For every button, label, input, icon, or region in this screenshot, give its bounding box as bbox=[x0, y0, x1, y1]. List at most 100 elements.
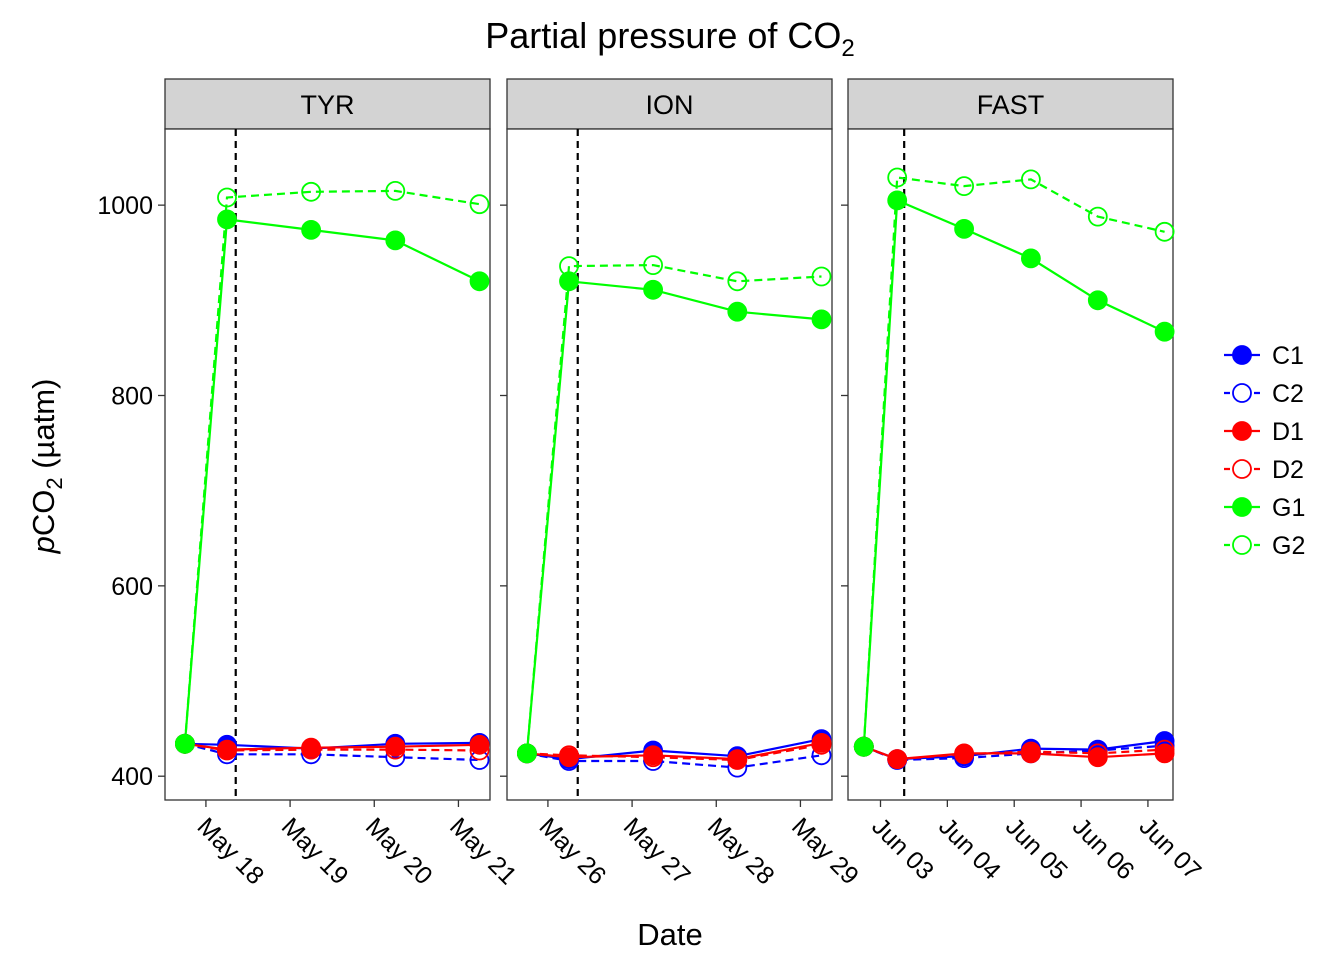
x-tick-label: May 21 bbox=[444, 812, 522, 890]
series-line-c2 bbox=[184, 742, 480, 762]
data-point-g1 bbox=[469, 271, 490, 292]
series-line-g2 bbox=[525, 263, 822, 754]
data-point-g2 bbox=[559, 256, 579, 277]
data-point-g1 bbox=[1087, 290, 1108, 311]
series-line-d2 bbox=[184, 742, 480, 752]
legend-key-marker bbox=[1232, 421, 1252, 441]
data-point-g1 bbox=[301, 219, 322, 240]
legend-item-g1: G1 bbox=[1224, 494, 1305, 522]
y-tick-label: 600 bbox=[111, 573, 153, 601]
data-point-g2 bbox=[517, 743, 537, 764]
series-line-g2 bbox=[862, 176, 1165, 747]
legend-item-c2: C2 bbox=[1224, 380, 1304, 408]
x-tick-label: Jun 05 bbox=[1000, 812, 1073, 885]
data-point-g2 bbox=[853, 736, 874, 757]
panel-border bbox=[847, 128, 1174, 801]
legend-item-c1: C1 bbox=[1224, 342, 1304, 370]
legend-item-g2: G2 bbox=[1224, 532, 1305, 560]
facet-strip-label: FAST bbox=[977, 90, 1045, 120]
x-tick-label: May 28 bbox=[702, 812, 780, 890]
data-point-d2 bbox=[811, 734, 832, 755]
x-tick-label: May 27 bbox=[618, 812, 696, 890]
data-point-g1 bbox=[1021, 248, 1041, 269]
chart-title: Partial pressure of CO2 bbox=[485, 15, 855, 62]
legend-label: G2 bbox=[1272, 532, 1305, 560]
x-tick-label: May 29 bbox=[786, 812, 864, 890]
data-point-g1 bbox=[811, 309, 832, 330]
data-point-g2 bbox=[811, 266, 832, 287]
legend-key-marker bbox=[1232, 535, 1252, 555]
facet-strip bbox=[506, 78, 833, 130]
data-point-d2 bbox=[559, 745, 579, 766]
facet-strip-label: TYR bbox=[301, 90, 355, 120]
x-tick-label: Jun 07 bbox=[1134, 812, 1207, 885]
x-tick-label: Jun 06 bbox=[1067, 812, 1140, 885]
data-point-d2 bbox=[643, 747, 663, 768]
data-point-d2 bbox=[385, 739, 406, 760]
series-line-g1 bbox=[862, 198, 1166, 747]
data-point-d2 bbox=[727, 750, 748, 770]
legend-key-marker bbox=[1232, 497, 1252, 517]
data-point-g2 bbox=[174, 733, 195, 754]
legend-label: D2 bbox=[1272, 456, 1304, 484]
data-point-d2 bbox=[469, 740, 490, 761]
series-line-c2 bbox=[526, 752, 822, 769]
data-point-g1 bbox=[954, 218, 974, 239]
data-point-g1 bbox=[727, 301, 748, 322]
legend-label: C2 bbox=[1272, 380, 1304, 408]
data-point-d2 bbox=[887, 749, 908, 769]
data-point-g2 bbox=[301, 181, 322, 202]
legend-item-d2: D2 bbox=[1224, 456, 1304, 484]
data-point-g2 bbox=[217, 187, 237, 208]
legend-key-marker bbox=[1232, 383, 1252, 403]
legend-label: G1 bbox=[1272, 494, 1305, 522]
data-point-g1 bbox=[1154, 321, 1175, 342]
data-point-d2 bbox=[1154, 739, 1175, 760]
legend-label: C1 bbox=[1272, 342, 1304, 370]
data-point-g1 bbox=[887, 190, 908, 211]
panel-border bbox=[164, 128, 491, 801]
data-point-g1 bbox=[559, 271, 579, 292]
y-axis-title: pCO2 (µatm) bbox=[26, 379, 67, 555]
data-point-g1 bbox=[643, 279, 663, 300]
data-point-d2 bbox=[1087, 743, 1108, 764]
legend-key-marker bbox=[1232, 459, 1252, 479]
data-point-g2 bbox=[727, 271, 748, 292]
x-tick-label: May 19 bbox=[276, 812, 354, 890]
data-point-g2 bbox=[643, 255, 663, 276]
data-point-d1 bbox=[469, 734, 490, 755]
data-point-g2 bbox=[954, 176, 974, 197]
panel-border bbox=[506, 128, 833, 801]
y-tick-label: 1000 bbox=[97, 192, 153, 220]
y-tick-label: 400 bbox=[111, 763, 153, 791]
data-point-d2 bbox=[301, 739, 322, 760]
x-tick-label: May 20 bbox=[360, 812, 438, 890]
facet-strip bbox=[164, 78, 491, 130]
legend: C1 C2 D1 D2 G1 G2 bbox=[1224, 342, 1305, 560]
panel-tyr: TYR 400 600 800 1000 May 18 May 19 May 20 May 21 bbox=[97, 78, 522, 890]
data-point-d1 bbox=[1087, 747, 1108, 768]
series-line-d2 bbox=[526, 743, 822, 762]
x-tick-label: Jun 03 bbox=[866, 812, 939, 885]
data-point-d1 bbox=[1154, 743, 1175, 764]
data-point-g2 bbox=[887, 167, 908, 188]
data-point-g2 bbox=[469, 194, 490, 215]
facet-strip-label: ION bbox=[645, 90, 693, 120]
x-tick-label: May 26 bbox=[534, 812, 612, 890]
data-point-g2 bbox=[1154, 221, 1175, 242]
data-point-d2 bbox=[1021, 741, 1041, 762]
data-point-g2 bbox=[1021, 169, 1041, 190]
data-point-g2 bbox=[1087, 206, 1108, 227]
data-point-g2 bbox=[385, 180, 406, 201]
data-point-g1 bbox=[217, 209, 237, 230]
y-tick-label: 800 bbox=[111, 382, 153, 410]
x-tick-label: Jun 04 bbox=[933, 812, 1006, 885]
legend-item-d1: D1 bbox=[1224, 418, 1304, 446]
series-line-g2 bbox=[183, 189, 480, 744]
legend-label: D1 bbox=[1272, 418, 1304, 446]
x-tick-label: May 18 bbox=[192, 812, 270, 890]
facet-panels: TYR 400 600 800 1000 May 18 May 19 May 20 May 21… bbox=[97, 78, 1207, 890]
data-point-d2 bbox=[954, 744, 974, 765]
